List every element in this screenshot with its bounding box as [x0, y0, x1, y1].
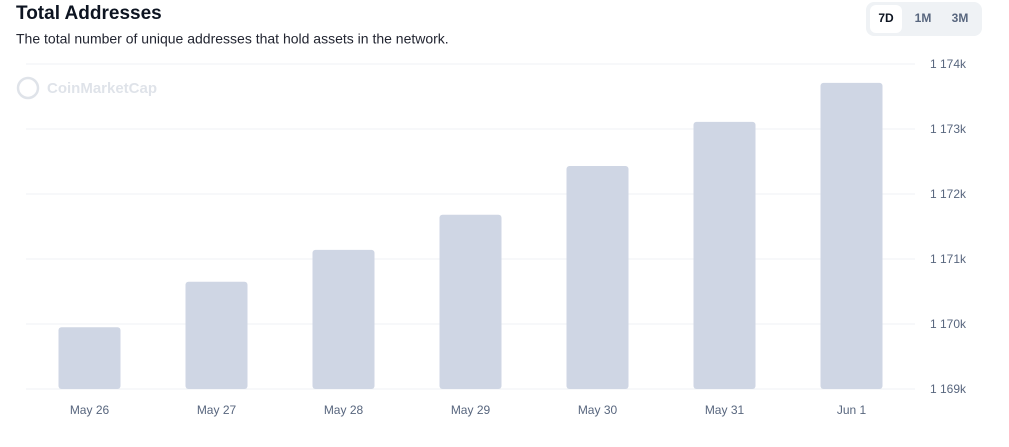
- y-tick-label: 1 170k: [930, 317, 967, 331]
- x-tick-label: May 31: [705, 403, 745, 417]
- y-tick-label: 1 172k: [930, 187, 967, 201]
- bar: [185, 281, 248, 389]
- range-button[interactable]: 3M: [952, 11, 969, 25]
- chart-title: Total Addresses: [16, 3, 162, 24]
- button-bg: [870, 5, 902, 33]
- bar: [693, 121, 756, 389]
- watermark: CoinMarketCap: [47, 80, 157, 97]
- x-tick-label: May 30: [578, 403, 618, 417]
- y-tick-label: 1 173k: [930, 122, 967, 136]
- watermark-logo: CoinMarketCap: [16, 76, 157, 100]
- bar: [566, 166, 629, 389]
- y-tick-label: 1 169k: [930, 382, 967, 396]
- x-tick-label: May 26: [70, 403, 110, 417]
- chart-subtitle: The total number of unique addresses tha…: [16, 31, 449, 47]
- x-tick-label: May 29: [451, 403, 491, 417]
- y-tick-label: 1 174k: [930, 57, 967, 71]
- bar: [58, 327, 121, 389]
- x-tick-label: May 28: [324, 403, 364, 417]
- bar: [312, 249, 375, 389]
- range-button[interactable]: 1M: [915, 11, 932, 25]
- x-tick-label: Jun 1: [837, 403, 867, 417]
- bar: [820, 82, 883, 389]
- x-tick-label: May 27: [197, 403, 237, 417]
- y-tick-label: 1 171k: [930, 252, 967, 266]
- logo-ring: [16, 76, 40, 100]
- range-button[interactable]: 7D: [878, 11, 894, 25]
- bar: [439, 214, 502, 389]
